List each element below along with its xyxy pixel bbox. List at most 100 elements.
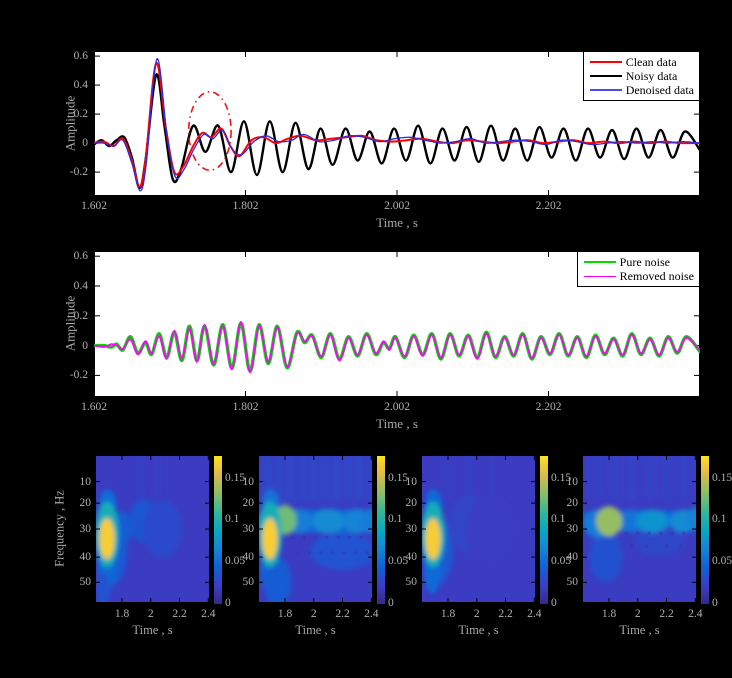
colorbar-tick-label: 0.1	[225, 513, 240, 526]
y-tick-label: 0.6	[73, 250, 88, 263]
series-line-denoised-data	[94, 58, 700, 192]
colorbar	[700, 455, 710, 605]
y-tick-label: 50	[242, 576, 255, 589]
colorbar-tick-label: 0.1	[551, 513, 566, 526]
y-tick-label: 40	[242, 551, 255, 564]
x-tick-label: 2.2	[172, 608, 187, 620]
scalogram-clean-image	[95, 455, 210, 603]
legend-line-sample	[589, 89, 622, 91]
x-tick-label: 2.4	[688, 608, 703, 620]
y-tick-label: 0.6	[73, 50, 88, 63]
colorbar-tick-label: 0.1	[388, 513, 403, 526]
colorbar	[539, 455, 549, 605]
x-tick-label: 1.602	[81, 401, 107, 413]
y-tick-label: 30	[405, 523, 418, 535]
colorbar-tick-label: 0	[712, 597, 718, 609]
x-tick-label: 2	[634, 608, 641, 620]
x-tick-label: 2.2	[335, 608, 350, 620]
y-tick-label: 50	[566, 576, 579, 589]
colorbar-tick-label: 0.1	[712, 513, 727, 526]
legend-row: Removed noise	[583, 269, 694, 283]
colorbar-tick-label: 0.15	[225, 471, 246, 484]
colorbar-tick-label: 0.05	[388, 555, 409, 568]
y-tick-label: 50	[405, 576, 418, 589]
x-tick-label: 2	[473, 608, 480, 620]
y-tick-label: -0.2	[69, 369, 88, 382]
scalogram-noisy-image	[258, 455, 373, 603]
highlight-ellipse-annotation	[187, 90, 232, 172]
y-axis-label: Amplitude	[62, 95, 78, 151]
y-tick-label: 30	[79, 523, 92, 535]
colorbar-tick-label: 0.15	[388, 471, 409, 484]
y-tick-label: 20	[405, 497, 418, 510]
scalogram-denoised-image	[421, 455, 536, 603]
x-tick-label: 1.8	[440, 608, 456, 620]
x-axis-label: Time , s	[376, 416, 418, 431]
y-axis-label: Frequency , Hz	[52, 490, 67, 567]
x-axis-label: Time , s	[376, 215, 418, 230]
y-tick-label: 30	[242, 523, 255, 535]
legend-row: Clean data	[589, 54, 694, 69]
x-tick-label: 2.002	[384, 200, 410, 212]
series-line-noisy-data	[94, 73, 700, 190]
colorbar-tick-label: 0	[388, 597, 394, 609]
x-tick-label: 2.2	[498, 608, 513, 620]
y-tick-label: 40	[79, 551, 92, 564]
y-axis-label: Amplitude	[62, 295, 78, 352]
series-line-clean-data	[94, 62, 700, 188]
legend-line-sample	[589, 61, 622, 63]
colorbar-tick-label: 0.15	[712, 471, 732, 484]
middle-noise-legend: Pure noise Removed noise	[576, 251, 700, 287]
x-axis-label: Time , s	[619, 623, 660, 637]
y-tick-label: 20	[566, 497, 579, 510]
y-tick-label: 0.2	[73, 309, 88, 322]
y-tick-label: 0	[82, 339, 88, 352]
y-tick-label: 0	[82, 137, 88, 150]
x-tick-label: 2	[310, 608, 317, 620]
x-tick-label: 1.802	[232, 200, 259, 212]
y-tick-label: 20	[79, 497, 92, 510]
x-tick-label: 2.2	[659, 608, 674, 620]
y-tick-label: 20	[242, 497, 255, 510]
y-tick-label: 10	[242, 475, 255, 488]
x-tick-label: 2.202	[535, 200, 562, 212]
colorbar-tick-label: 0	[225, 597, 231, 609]
legend-row: Noisy data	[589, 69, 694, 83]
colorbar	[213, 455, 223, 605]
x-tick-label: 2.002	[384, 401, 410, 413]
y-tick-label: 0.4	[73, 280, 88, 292]
colorbar-tick-label: 0.05	[712, 555, 732, 568]
colorbar-tick-label: 0.05	[551, 555, 572, 568]
x-tick-label: 2.4	[527, 608, 542, 620]
x-tick-label: 1.8	[277, 608, 293, 620]
legend-item-label: Clean data	[625, 54, 677, 69]
x-tick-label: 1.602	[81, 200, 107, 212]
y-tick-label: 30	[566, 523, 579, 535]
x-tick-label: 2	[147, 608, 154, 620]
x-tick-label: 1.8	[601, 608, 617, 620]
x-tick-label: 2.202	[535, 401, 562, 413]
y-tick-label: 10	[566, 475, 579, 488]
colorbar-tick-label: 0	[551, 597, 557, 609]
y-tick-label: 40	[566, 551, 579, 564]
series-line-removed-noise-overlay	[94, 321, 700, 374]
y-tick-label: 0.4	[73, 79, 88, 92]
y-tick-label: 40	[405, 551, 418, 564]
legend-line-sample	[583, 261, 616, 263]
legend-item-label: Denoised data	[625, 82, 694, 97]
x-tick-label: 2.4	[364, 608, 379, 620]
x-axis-label: Time , s	[295, 623, 336, 637]
legend-item-label: Pure noise	[619, 254, 670, 269]
colorbar-tick-label: 0.15	[551, 471, 572, 484]
y-tick-label: 10	[79, 475, 92, 488]
x-axis-label: Time , s	[132, 623, 173, 637]
legend-line-sample	[589, 75, 622, 77]
colorbar	[376, 455, 386, 605]
x-axis-label: Time , s	[458, 623, 499, 637]
x-tick-label: 1.802	[232, 401, 259, 413]
y-tick-label: -0.2	[69, 166, 88, 179]
y-tick-label: 10	[405, 475, 418, 488]
top-signal-legend: Clean data Noisy data Denoised data	[582, 51, 700, 101]
x-tick-label: 1.8	[114, 608, 130, 620]
